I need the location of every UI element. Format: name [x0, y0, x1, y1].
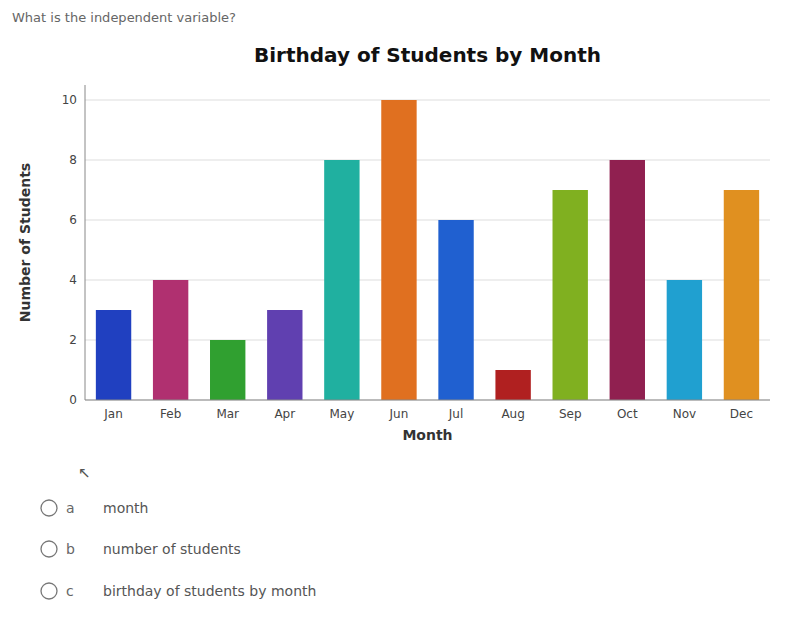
grid: [85, 100, 770, 400]
x-tick-label: Jan: [103, 407, 123, 421]
radio-button: [41, 583, 57, 599]
x-tick-label: Apr: [274, 407, 295, 421]
choice-label: a: [66, 500, 75, 516]
x-tick-label: Nov: [673, 407, 696, 421]
choice-text: birthday of students by month: [103, 583, 316, 599]
y-axis: [85, 85, 86, 400]
bars: [96, 100, 759, 400]
choice-text: month: [103, 500, 148, 516]
x-tick-label: Oct: [617, 407, 638, 421]
bar: [667, 280, 702, 400]
y-axis-label: Number of Students: [17, 163, 33, 322]
grid-line: [85, 100, 770, 101]
bar: [267, 310, 302, 400]
y-tick-label: 0: [69, 393, 77, 407]
x-tick-label: May: [329, 407, 354, 421]
radio-button: [41, 500, 57, 516]
bar: [610, 160, 645, 400]
choice-label: b: [66, 541, 75, 557]
bar: [96, 310, 131, 400]
bar: [210, 340, 245, 400]
x-axis-label: Month: [402, 427, 452, 443]
y-tick-label: 10: [62, 93, 77, 107]
y-tick-label: 2: [69, 333, 77, 347]
x-tick-label: Feb: [160, 407, 181, 421]
bar: [724, 190, 759, 400]
radio-button: [41, 541, 57, 557]
question: What is the independent variable?: [12, 10, 236, 25]
x-tick-label: Mar: [216, 407, 239, 421]
grid-line: [85, 400, 770, 401]
bar: [381, 100, 416, 400]
grid-line: [85, 220, 770, 221]
y-tick-label: 6: [69, 213, 77, 227]
y-tick-label: 4: [69, 273, 77, 287]
bar: [553, 190, 588, 400]
grid-line: [85, 160, 770, 161]
cursor-icon: ↖: [78, 464, 91, 482]
x-tick-label: Dec: [730, 407, 753, 421]
y-tick-label: 8: [69, 153, 77, 167]
bar: [438, 220, 473, 400]
x-tick-label: Sep: [559, 407, 582, 421]
x-tick-label: Aug: [501, 407, 524, 421]
choice-label: c: [66, 583, 74, 599]
choice-text: number of students: [103, 541, 241, 557]
title: Birthday of Students by Month: [254, 43, 601, 67]
bar: [495, 370, 530, 400]
bar: [324, 160, 359, 400]
x-tick-label: Jul: [448, 407, 463, 421]
chart: What is the independent variable? Birthda…: [0, 0, 793, 631]
bar: [153, 280, 188, 400]
x-axis: [85, 400, 770, 401]
x-tick-label: Jun: [389, 407, 409, 421]
